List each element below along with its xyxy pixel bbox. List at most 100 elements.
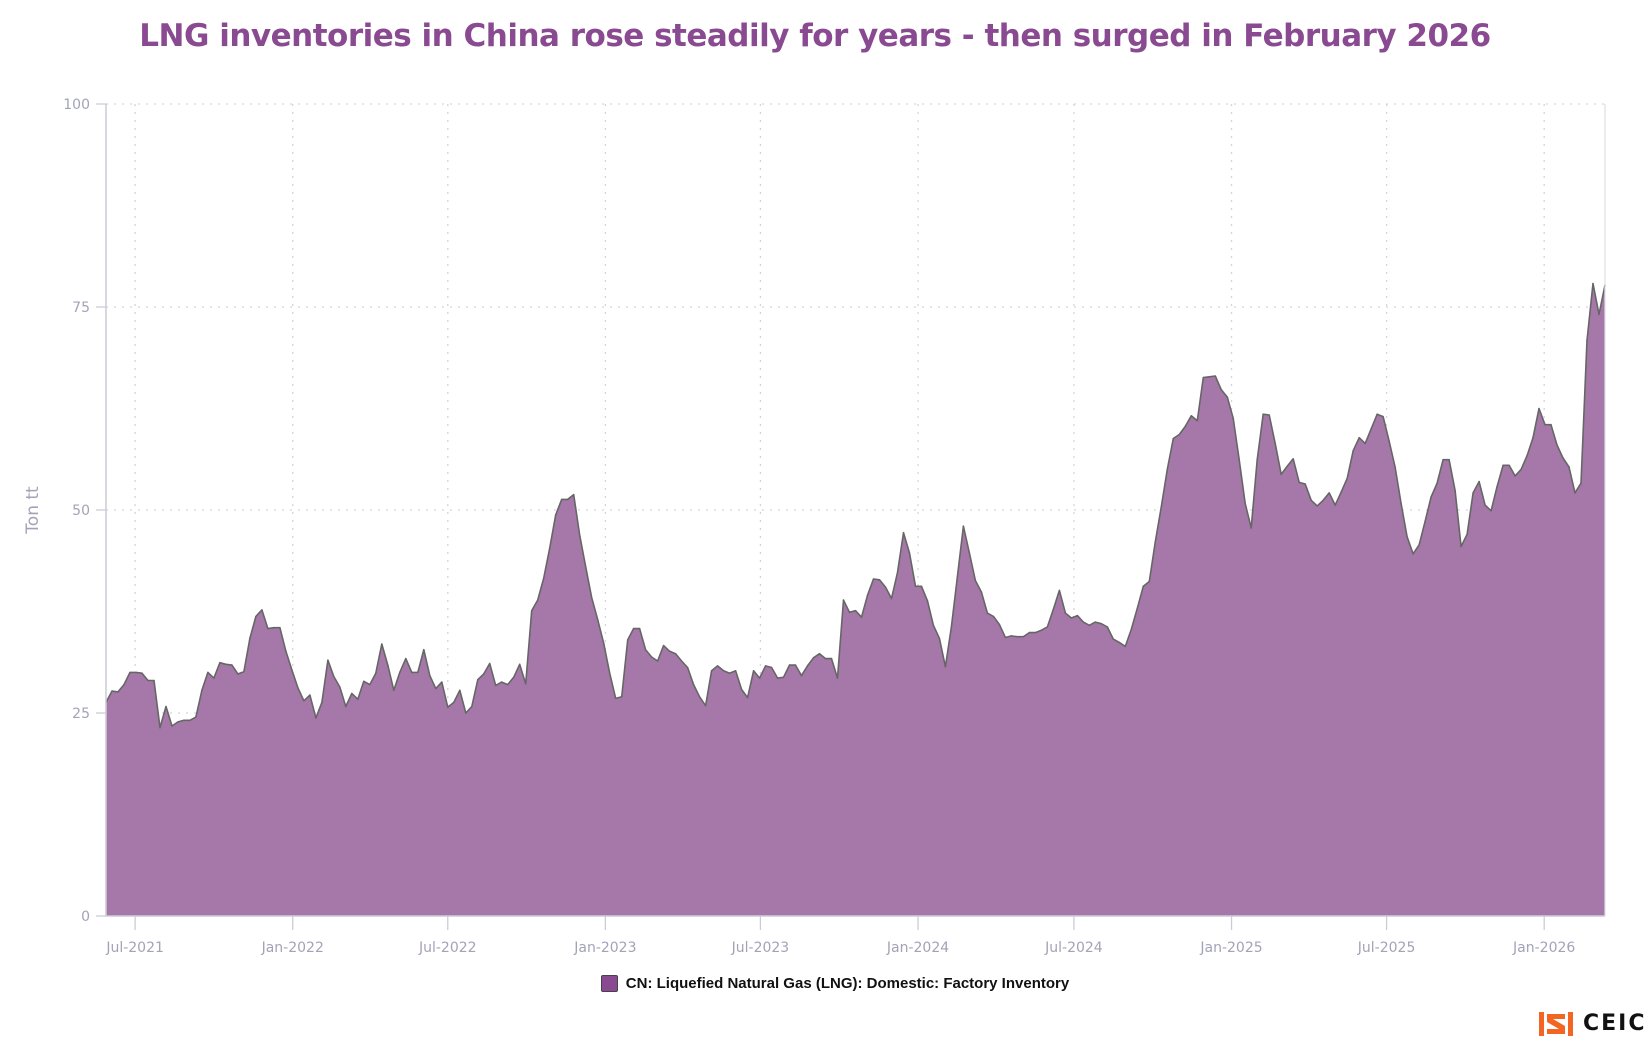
- data-point: [411, 671, 413, 674]
- data-point: [812, 657, 815, 659]
- data-point: [692, 683, 695, 686]
- data-point: [956, 575, 959, 578]
- data-point: [800, 674, 803, 677]
- data-point: [884, 586, 887, 588]
- data-point: [794, 664, 797, 666]
- data-point: [866, 594, 869, 597]
- data-point: [788, 664, 791, 666]
- data-point: [506, 683, 509, 686]
- data-point: [1154, 540, 1157, 543]
- data-point: [1580, 482, 1582, 485]
- data-point: [1424, 520, 1426, 523]
- data-point: [237, 673, 239, 675]
- data-point: [1328, 492, 1330, 494]
- data-point: [423, 648, 425, 651]
- data-point: [1418, 544, 1420, 546]
- data-point: [992, 615, 995, 618]
- data-point: [1478, 480, 1480, 483]
- data-point: [465, 712, 467, 714]
- area-chart: 0 25 50 75 100 Jul-2021 Jan-2022 Jul-2022 Jan-20…: [23, 97, 1606, 956]
- data-point: [201, 689, 203, 692]
- data-point: [974, 579, 977, 582]
- data-point: [1346, 477, 1348, 480]
- data-point: [453, 701, 455, 704]
- data-point: [752, 670, 755, 672]
- data-point: [447, 706, 449, 709]
- data-point: [920, 585, 923, 588]
- data-point: [1442, 458, 1444, 461]
- data-point: [321, 701, 323, 704]
- data-point: [1544, 423, 1546, 426]
- data-point: [1070, 617, 1073, 619]
- data-point: [1004, 636, 1007, 639]
- x-tick-label: Jan-2024: [886, 940, 949, 956]
- data-point: [1310, 499, 1312, 502]
- data-point: [441, 681, 443, 683]
- data-point: [1472, 492, 1474, 494]
- legend-label: CN: Liquefied Natural Gas (LNG): Domesti…: [625, 975, 1070, 992]
- data-point: [387, 664, 389, 666]
- data-point: [1508, 464, 1510, 467]
- data-point: [1448, 458, 1450, 461]
- data-point: [1190, 415, 1193, 417]
- data-point: [315, 717, 317, 719]
- data-point: [614, 697, 617, 700]
- data-point: [1082, 621, 1085, 623]
- data-point: [231, 664, 233, 666]
- data-point: [1550, 423, 1552, 426]
- data-point: [249, 637, 251, 640]
- data-point: [351, 692, 353, 695]
- data-point: [375, 672, 377, 674]
- y-axis-title: Ton tt: [23, 486, 43, 535]
- data-point: [189, 719, 191, 722]
- data-point: [1034, 631, 1037, 634]
- area-series: [105, 282, 1606, 916]
- data-point: [896, 571, 899, 574]
- data-point: [824, 657, 827, 660]
- data-point: [1262, 413, 1264, 416]
- data-point: [1394, 466, 1396, 468]
- data-point: [542, 577, 545, 579]
- data-point: [1364, 442, 1366, 445]
- data-point: [363, 680, 365, 683]
- x-tick-label: Jul-2022: [418, 940, 477, 956]
- data-point: [644, 648, 647, 651]
- data-point: [123, 683, 125, 686]
- data-point: [1112, 638, 1115, 640]
- data-point: [1094, 621, 1097, 623]
- data-point: [1046, 626, 1049, 628]
- data-point: [1238, 458, 1240, 461]
- data-point: [1124, 645, 1127, 648]
- data-point: [1496, 485, 1498, 488]
- data-point: [1436, 482, 1438, 485]
- x-tick-label: Jan-2022: [261, 940, 324, 956]
- data-point: [854, 609, 857, 612]
- data-point: [1562, 457, 1564, 459]
- data-point: [602, 642, 605, 644]
- data-point: [926, 600, 929, 602]
- data-point: [1334, 504, 1336, 506]
- data-point: [1304, 483, 1306, 485]
- x-tick-label: Jul-2021: [105, 940, 164, 956]
- data-point: [1298, 481, 1300, 484]
- data-point: [1586, 339, 1588, 342]
- data-point: [1178, 433, 1181, 436]
- data-point: [830, 657, 833, 660]
- data-point: [620, 696, 623, 698]
- data-point: [309, 694, 311, 696]
- data-point: [590, 596, 593, 599]
- data-point: [165, 705, 167, 708]
- data-point: [668, 650, 671, 653]
- data-point: [608, 672, 611, 674]
- data-point: [1226, 396, 1229, 398]
- data-point: [1184, 425, 1187, 428]
- data-point: [1400, 502, 1402, 505]
- data-point: [279, 626, 281, 629]
- data-point: [1388, 440, 1390, 442]
- data-point: [1292, 458, 1294, 460]
- data-point: [560, 498, 563, 501]
- data-point: [686, 666, 689, 669]
- data-point: [842, 599, 845, 601]
- data-point: [255, 615, 257, 618]
- data-point: [500, 681, 503, 683]
